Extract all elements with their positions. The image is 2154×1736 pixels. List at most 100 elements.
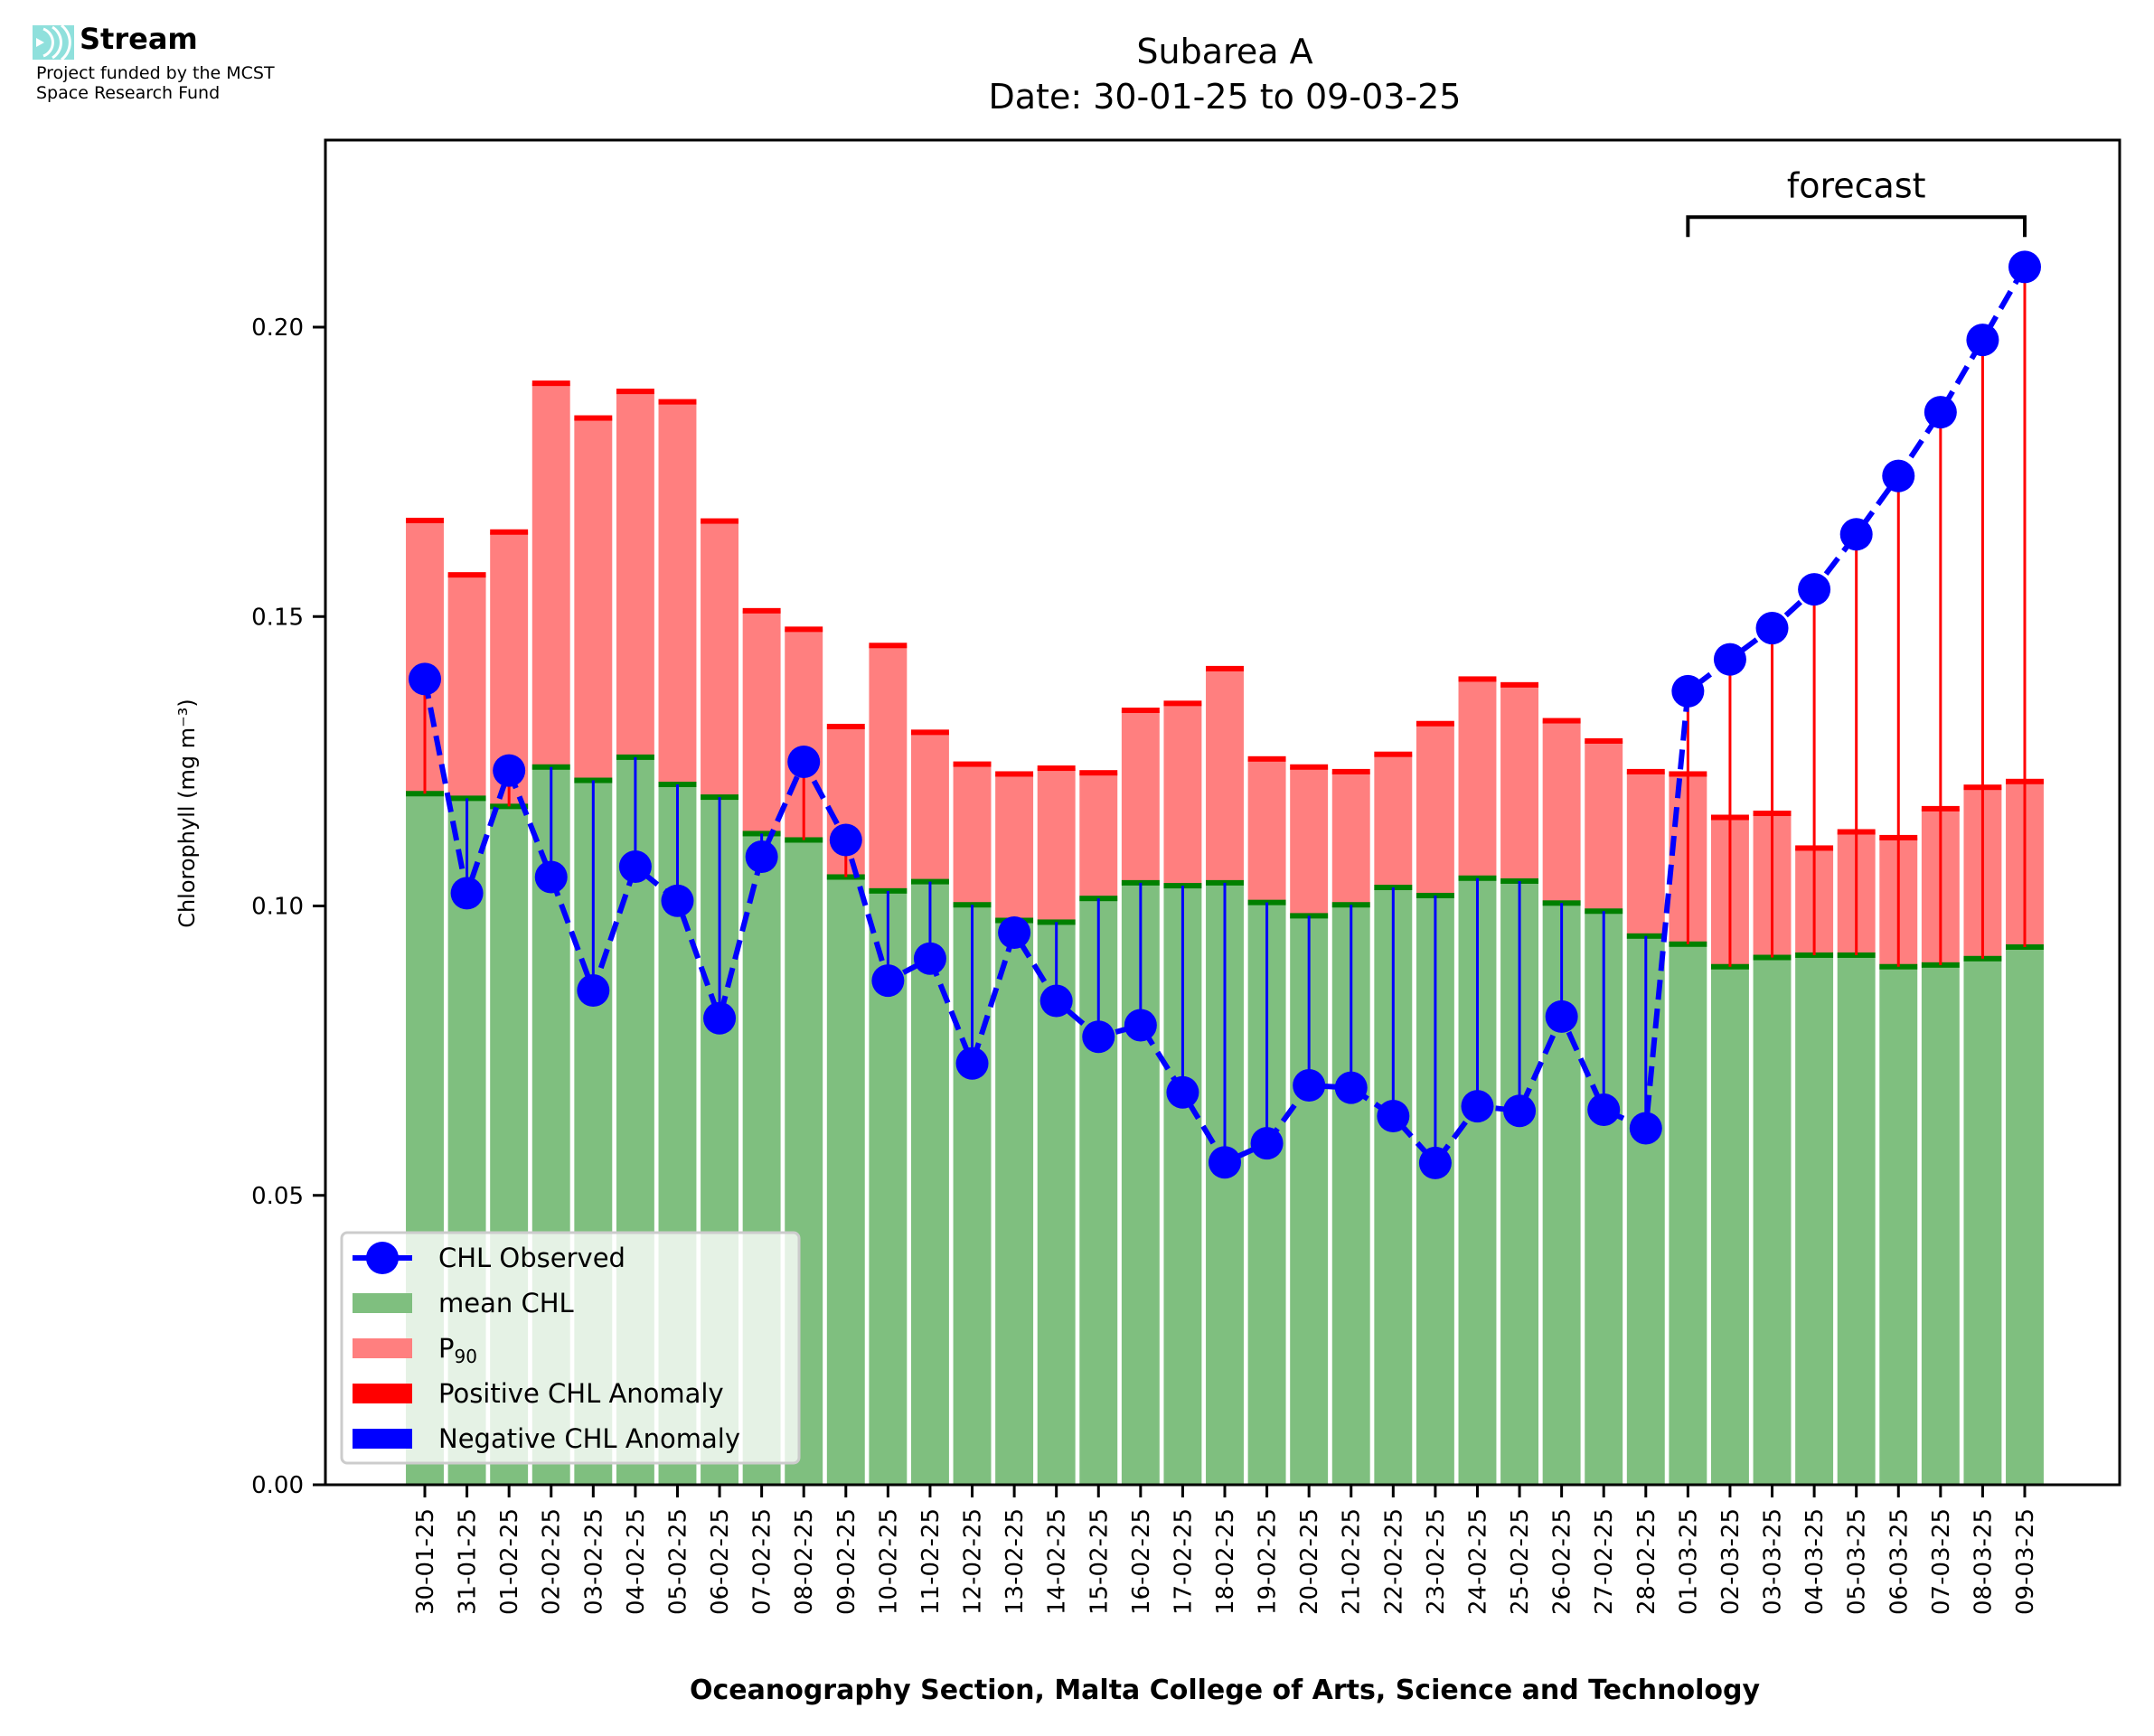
observed-point [1334,1071,1368,1104]
y-axis-label: Chlorophyll (mg m⁻³) [174,699,200,928]
x-tick-label: 21-02-25 [1339,1508,1366,1615]
p90-cap [1247,755,1286,762]
p90-bar [1037,768,1076,923]
observed-point [787,746,821,779]
observed-point [703,1001,737,1035]
observed-point [661,884,694,917]
p90-bar [1458,679,1497,878]
x-tick-label: 03-03-25 [1760,1508,1787,1615]
p90-cap [742,607,781,614]
legend-marker-swatch [366,1242,399,1274]
x-tick-label: 01-02-25 [496,1508,523,1615]
p90-cap [531,380,570,387]
x-tick-label: 15-02-25 [1086,1508,1113,1615]
x-tick-label: 24-02-25 [1464,1508,1491,1615]
observed-point [493,754,526,787]
chart-title: Subarea A [1136,32,1312,71]
y-tick-label: 0.10 [251,894,304,921]
x-tick-label: 08-02-25 [791,1508,818,1615]
p90-cap [1626,768,1665,774]
x-tick-label: 01-03-25 [1675,1508,1702,1615]
mean-bar [2006,946,2044,1485]
p90-bar [1585,740,1623,912]
observed-point [1377,1100,1410,1133]
x-tick-label: 20-02-25 [1296,1508,1323,1615]
x-tick-label: 02-02-25 [539,1508,566,1615]
logo-title: Stream [80,22,198,56]
observed-point [1124,1009,1157,1042]
legend-label: Negative CHL Anomaly [438,1423,740,1454]
x-tick-label: 30-01-25 [412,1508,439,1615]
legend-item-p90: P90 [353,1333,477,1367]
axes-layer: 0.00 0.05 0.10 0.15 0.20 30-01-25 31-01-25 01-0… [251,138,2121,1615]
mean-bar [1753,957,1792,1485]
observed-point [1966,324,1999,357]
p90-bar [1163,703,1202,887]
x-tick-label: 06-02-25 [707,1508,734,1615]
mean-bar [1963,958,2002,1485]
p90-cap [1121,708,1160,714]
observed-point [534,860,568,894]
p90-bar [869,645,908,891]
x-tick-label: 13-02-25 [1002,1508,1029,1615]
chart-subtitle: Date: 30-01-25 to 09-03-25 [989,77,1462,117]
observed-point [1671,674,1705,708]
legend-label: Positive CHL Anomaly [438,1378,724,1409]
p90-cap [1585,737,1623,744]
p90-bar [1331,771,1370,906]
observed-point [1882,459,1915,493]
x-tick-label: 26-02-25 [1549,1508,1576,1615]
x-tick-label: 22-02-25 [1380,1508,1407,1615]
legend-swatch [353,1338,412,1358]
p90-cap [1163,700,1202,707]
p90-bar [1290,766,1329,916]
p90-bar [1079,773,1118,899]
legend-swatch [353,1429,412,1449]
observed-point [1629,1112,1662,1145]
p90-cap [1331,768,1370,774]
forecast-bracket [1686,215,2027,238]
observed-point [829,823,862,857]
p90-bar [995,774,1034,921]
legend-swatch [353,1384,412,1403]
observed-point [1209,1146,1241,1179]
mean-bar [1669,943,1707,1485]
x-tick-label: 31-01-25 [455,1508,482,1615]
x-tick-label: 08-03-25 [1970,1508,1997,1615]
observed-point [871,964,905,998]
observed-point [2008,250,2041,284]
stream-logo: Stream Project funded by the MCST Space … [33,22,275,103]
mean-bar [826,877,865,1485]
p90-bar [1542,720,1581,904]
x-tick-label: 18-02-25 [1212,1508,1239,1615]
mean-bar [910,881,949,1485]
p90-bar [574,418,613,781]
p90-cap [910,729,949,736]
forecast-label: forecast [1787,165,1926,205]
stream-waves-icon [33,23,74,61]
p90-bar [742,610,781,834]
x-tick-label: 25-02-25 [1507,1508,1534,1615]
p90-cap [953,761,992,767]
x-tick-label: 03-02-25 [580,1508,607,1615]
x-tick-label: 14-02-25 [1044,1508,1071,1615]
legend-item-observed: CHL Observed [353,1242,626,1274]
observed-point [1924,396,1957,429]
observed-point [1587,1093,1621,1126]
x-tick-label: 09-02-25 [833,1508,861,1615]
observed-point [1293,1069,1326,1103]
legend-label: mean CHL [438,1288,574,1318]
y-tick-label: 0.20 [251,314,304,342]
x-tick-label: 19-02-25 [1255,1508,1282,1615]
p90-bar [1247,758,1286,903]
x-tick-label: 28-02-25 [1633,1508,1660,1615]
x-tick-label: 07-02-25 [749,1508,776,1615]
observed-point [913,942,946,975]
observed-point [1082,1020,1115,1054]
legend-item-positive: Positive CHL Anomaly [353,1378,724,1409]
p90-cap [1079,770,1118,776]
p90-cap [785,626,823,633]
legend-label: CHL Observed [438,1243,626,1273]
observed-point [1755,612,1789,645]
p90-cap [574,415,613,421]
